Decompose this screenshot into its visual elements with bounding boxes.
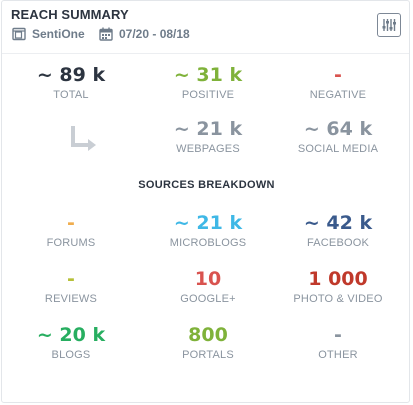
metric-reviews: - REVIEWS [6, 268, 136, 305]
portals-label: PORTALS [182, 349, 234, 361]
metric-microblogs: ~ 21 k MICROBLOGS [143, 212, 273, 249]
metric-webpages: ~ 21 k WEBPAGES [143, 118, 273, 155]
calendar-icon [99, 27, 113, 41]
settings-button[interactable] [377, 13, 401, 37]
facebook-value: ~ 42 k [303, 212, 373, 234]
other-value: - [334, 324, 342, 346]
photo-video-value: 1 000 [308, 268, 368, 290]
sources-breakdown-title: SOURCES BREAKDOWN [138, 179, 275, 191]
positive-value: ~ 31 k [173, 64, 243, 86]
sliders-icon [382, 19, 396, 31]
total-label: TOTAL [53, 89, 89, 101]
reviews-label: REVIEWS [44, 293, 98, 305]
other-label: OTHER [318, 349, 358, 361]
metric-blogs: ~ 20 k BLOGS [6, 324, 136, 361]
metric-positive: ~ 31 k POSITIVE [143, 64, 273, 101]
google-plus-label: GOOGLE+ [180, 293, 236, 305]
metric-social-media: ~ 64 k SOCIAL MEDIA [273, 118, 403, 155]
split-arrow-icon [71, 126, 96, 151]
metric-portals: 800 PORTALS [143, 324, 273, 361]
facebook-label: FACEBOOK [306, 237, 370, 249]
metric-total: ~ 89 k TOTAL [6, 64, 136, 101]
microblogs-value: ~ 21 k [173, 212, 243, 234]
negative-label: NEGATIVE [309, 89, 367, 101]
forums-label: FORUMS [46, 237, 96, 249]
microblogs-label: MICROBLOGS [169, 237, 247, 249]
metric-forums: - FORUMS [6, 212, 136, 249]
blogs-label: BLOGS [51, 349, 91, 361]
reviews-value: - [67, 268, 75, 290]
webpages-label: WEBPAGES [176, 143, 240, 155]
social-media-label: SOCIAL MEDIA [297, 143, 379, 155]
card-title: REACH SUMMARY [11, 7, 129, 22]
source-name: SentiOne [32, 27, 85, 41]
metric-negative: - NEGATIVE [273, 64, 403, 101]
metric-google-plus: 10 GOOGLE+ [143, 268, 273, 305]
photo-video-label: PHOTO & VIDEO [293, 293, 383, 305]
negative-value: - [334, 64, 342, 86]
metric-facebook: ~ 42 k FACEBOOK [273, 212, 403, 249]
forums-value: - [67, 212, 75, 234]
google-plus-value: 10 [194, 268, 222, 290]
source-icon [12, 27, 26, 41]
date-range-text: 07/20 - 08/18 [119, 27, 190, 41]
portals-value: 800 [188, 324, 228, 346]
metric-photo-video: 1 000 PHOTO & VIDEO [273, 268, 403, 305]
positive-label: POSITIVE [181, 89, 235, 101]
social-media-value: ~ 64 k [303, 118, 373, 140]
header-divider [2, 53, 409, 54]
metric-other: - OTHER [273, 324, 403, 361]
blogs-value: ~ 20 k [36, 324, 106, 346]
date-range-info: 07/20 - 08/18 [99, 26, 190, 42]
source-info: SentiOne [12, 26, 85, 42]
total-value: ~ 89 k [36, 64, 106, 86]
webpages-value: ~ 21 k [173, 118, 243, 140]
